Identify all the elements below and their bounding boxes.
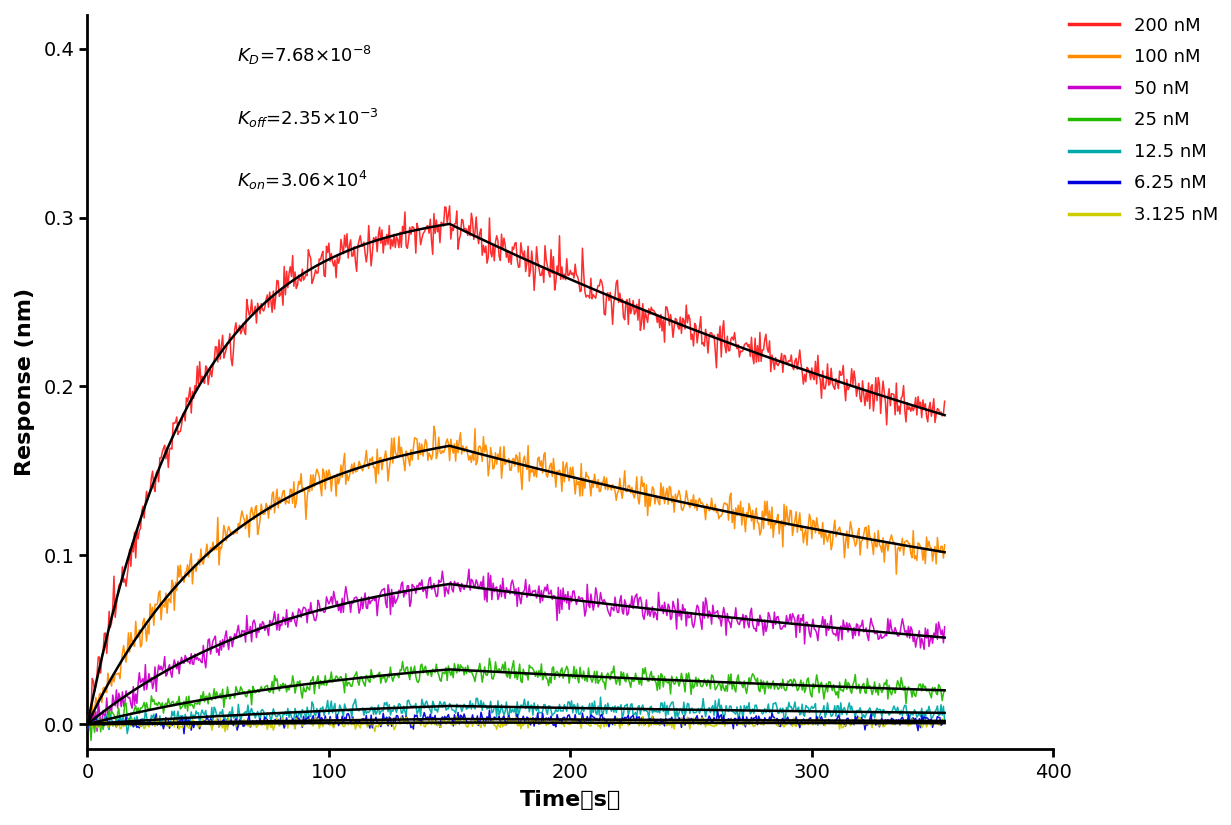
Text: $K_{on}$=3.06×10$^{4}$: $K_{on}$=3.06×10$^{4}$ [238, 169, 368, 192]
Y-axis label: Response (nm): Response (nm) [15, 288, 34, 476]
X-axis label: Time（s）: Time（s） [519, 790, 620, 810]
Text: $K_{off}$=2.35×10$^{-3}$: $K_{off}$=2.35×10$^{-3}$ [238, 106, 379, 130]
Text: $K_D$=7.68×10$^{-8}$: $K_D$=7.68×10$^{-8}$ [238, 45, 372, 68]
Legend: 200 nM, 100 nM, 50 nM, 25 nM, 12.5 nM, 6.25 nM, 3.125 nM: 200 nM, 100 nM, 50 nM, 25 nM, 12.5 nM, 6… [1069, 16, 1219, 224]
